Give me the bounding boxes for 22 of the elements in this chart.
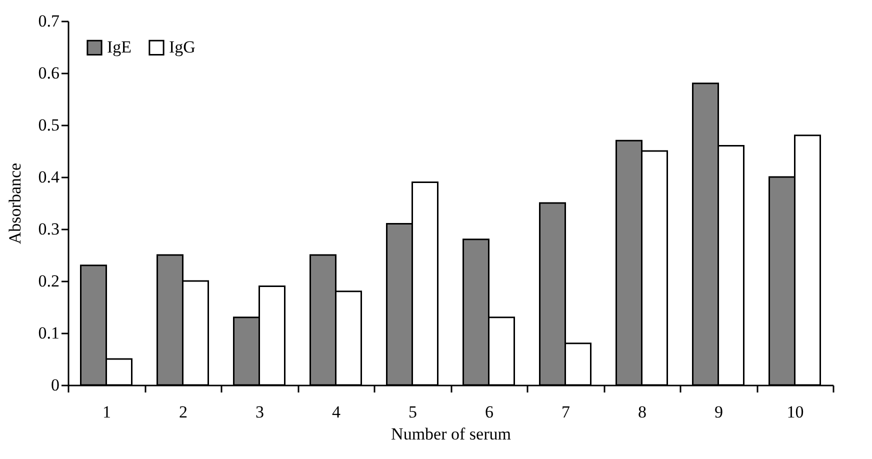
y-tick-label: 0.6 bbox=[38, 64, 60, 82]
y-tick-label: 0 bbox=[51, 376, 60, 394]
y-axis-title: Absorbance bbox=[5, 162, 24, 244]
x-tick-label: 3 bbox=[256, 402, 264, 422]
y-tick-label: 0.1 bbox=[38, 324, 60, 342]
y-tick-label: 0.5 bbox=[38, 116, 60, 134]
x-tick-label: 7 bbox=[562, 402, 570, 422]
y-tick-label: 0.3 bbox=[38, 220, 60, 238]
y-tick-label: 0.7 bbox=[38, 12, 60, 30]
x-axis-title: Number of serum bbox=[391, 424, 511, 444]
x-tick-label: 6 bbox=[485, 402, 494, 422]
x-tick-label: 1 bbox=[102, 402, 111, 422]
x-tick-label: 9 bbox=[714, 402, 723, 422]
x-tick-label: 10 bbox=[786, 402, 804, 422]
y-tick-label: 0.4 bbox=[38, 168, 60, 186]
y-tick-label: 0.2 bbox=[38, 272, 60, 290]
x-tick-label: 8 bbox=[638, 402, 646, 422]
x-tick-label: 2 bbox=[179, 402, 188, 422]
x-tick-label: 5 bbox=[408, 402, 417, 422]
legend-label: IgG bbox=[169, 38, 196, 57]
legend-label: IgE bbox=[107, 38, 132, 57]
x-tick-label: 4 bbox=[332, 402, 341, 422]
